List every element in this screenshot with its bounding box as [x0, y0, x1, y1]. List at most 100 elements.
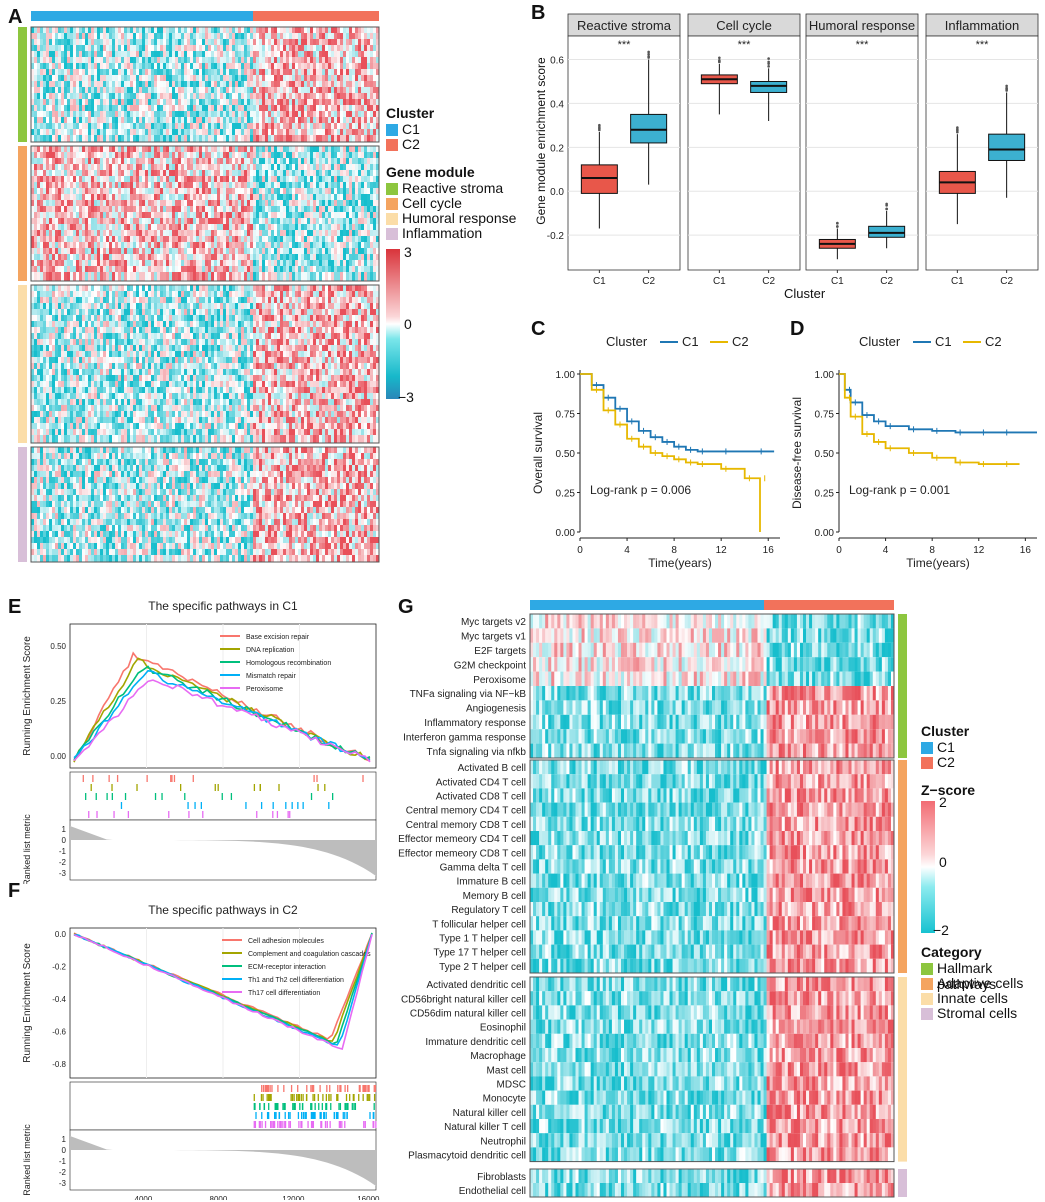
heatmap-a-cell [361, 45, 364, 51]
heatmap-a-cell [163, 272, 166, 281]
heatmap-a-cell [82, 111, 85, 117]
heatmap-a-cell [58, 182, 61, 188]
heatmap-a-cell [208, 81, 211, 87]
heatmap-a-cell [37, 399, 40, 405]
heatmap-a-cell [370, 69, 373, 75]
heatmap-a-cell [154, 218, 157, 224]
heatmap-a-cell [118, 248, 121, 254]
heatmap-a-cell [151, 63, 154, 69]
heatmap-a-cell [40, 357, 43, 363]
heatmap-a-cell [319, 254, 322, 260]
heatmap-a-cell [67, 87, 70, 93]
heatmap-a-cell [352, 272, 355, 281]
heatmap-a-cell [364, 39, 367, 45]
heatmap-a-cell [85, 176, 88, 182]
heatmap-a-cell [145, 254, 148, 260]
heatmap-a-cell [88, 75, 91, 81]
heatmap-a-cell [46, 39, 49, 45]
heatmap-a-cell [211, 129, 214, 135]
heatmap-a-cell [157, 39, 160, 45]
heatmap-a-cell [100, 236, 103, 242]
heatmap-a-cell [118, 129, 121, 135]
heatmap-a-cell [43, 309, 46, 315]
heatmap-a-cell [223, 81, 226, 87]
heatmap-a-cell [136, 272, 139, 281]
heatmap-a-cell [55, 164, 58, 170]
heatmap-a-cell [316, 81, 319, 87]
heatmap-a-cell [358, 93, 361, 99]
heatmap-a-cell [334, 176, 337, 182]
heatmap-a-cell [55, 206, 58, 212]
heatmap-a-cell [373, 105, 376, 111]
heatmap-a-cell [175, 212, 178, 218]
heatmap-a-cell [85, 158, 88, 164]
heatmap-a-cell [349, 260, 352, 266]
heatmap-a-cell [133, 135, 136, 142]
heatmap-a-cell [175, 33, 178, 39]
heatmap-a-cell [310, 57, 313, 63]
heatmap-a-cell [229, 266, 232, 272]
heatmap-a-cell [61, 45, 64, 51]
heatmap-a-cell [265, 170, 268, 176]
heatmap-a-cell [154, 129, 157, 135]
heatmap-a-cell [103, 206, 106, 212]
heatmap-a-cell [310, 81, 313, 87]
heatmap-a-cell [193, 99, 196, 105]
heatmap-a-cell [64, 117, 67, 123]
heatmap-a-cell [133, 105, 136, 111]
heatmap-a-cell [127, 230, 130, 236]
heatmap-a-cell [343, 105, 346, 111]
heatmap-a-cell [268, 123, 271, 129]
heatmap-a-cell [109, 146, 112, 152]
heatmap-a-cell [184, 75, 187, 81]
heatmap-a-cell [280, 242, 283, 248]
heatmap-a-cell [202, 135, 205, 142]
heatmap-a-cell [367, 87, 370, 93]
heatmap-a-cell [286, 206, 289, 212]
heatmap-a-cell [67, 164, 70, 170]
heatmap-a-cell [97, 266, 100, 272]
heatmap-a-cell [286, 27, 289, 33]
heatmap-a-cell [142, 63, 145, 69]
heatmap-a-cell [85, 129, 88, 135]
heatmap-a-cell [247, 218, 250, 224]
heatmap-a-cell [313, 123, 316, 129]
heatmap-a-cell [34, 369, 37, 375]
heatmap-a-cell [46, 254, 49, 260]
heatmap-a-cell [337, 230, 340, 236]
heatmap-a-cell [160, 75, 163, 81]
heatmap-a-cell [235, 39, 238, 45]
heatmap-a-cell [127, 158, 130, 164]
heatmap-a-cell [346, 39, 349, 45]
heatmap-a-cell [358, 176, 361, 182]
heatmap-a-cell [235, 200, 238, 206]
heatmap-a-cell [160, 81, 163, 87]
heatmap-a-cell [70, 188, 73, 194]
heatmap-a-cell [169, 93, 172, 99]
heatmap-a-cell [67, 81, 70, 87]
heatmap-a-cell [64, 99, 67, 105]
heatmap-a-cell [184, 272, 187, 281]
heatmap-a-cell [73, 236, 76, 242]
heatmap-a-cell [328, 146, 331, 152]
heatmap-a-cell [127, 33, 130, 39]
heatmap-a-cell [115, 230, 118, 236]
heatmap-a-cell [247, 254, 250, 260]
heatmap-a-cell [292, 206, 295, 212]
heatmap-a-cell [244, 135, 247, 142]
heatmap-a-cell [283, 99, 286, 105]
heatmap-a-cell [289, 123, 292, 129]
heatmap-a-cell [55, 81, 58, 87]
heatmap-a-cell [64, 230, 67, 236]
heatmap-a-cell [337, 272, 340, 281]
heatmap-a-cell [202, 69, 205, 75]
heatmap-a-cell [211, 254, 214, 260]
heatmap-a-cell [34, 248, 37, 254]
heatmap-a-cell [160, 99, 163, 105]
heatmap-a-cell [64, 194, 67, 200]
heatmap-a-cell [253, 117, 256, 123]
heatmap-a-cell [268, 146, 271, 152]
heatmap-a-cell [124, 33, 127, 39]
heatmap-a-cell [43, 381, 46, 387]
heatmap-a-cell [112, 129, 115, 135]
